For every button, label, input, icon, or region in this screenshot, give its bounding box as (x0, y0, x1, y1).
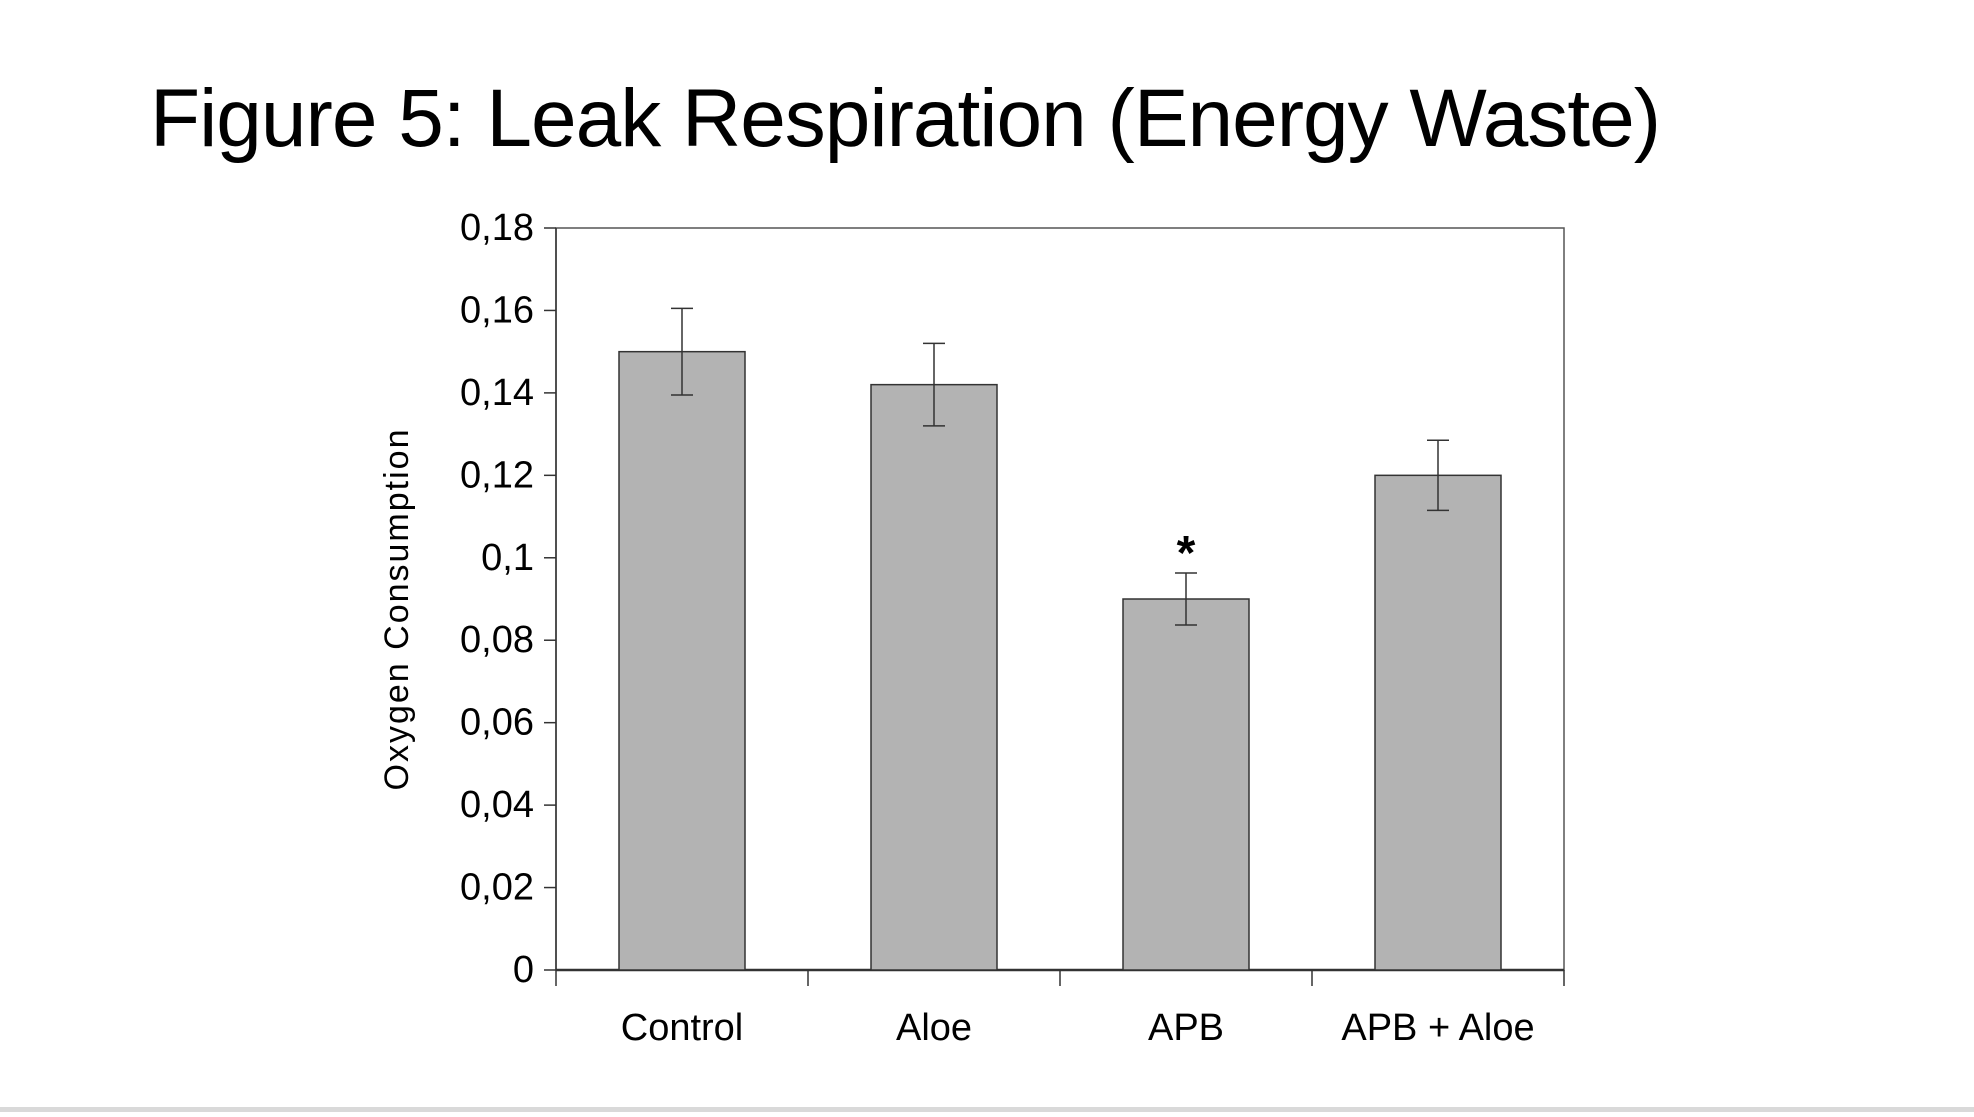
bar-control (618, 350, 746, 971)
y-tick-label: 0,16 (460, 289, 534, 331)
y-tick-label: 0 (513, 949, 534, 991)
y-tick-label: 0,12 (460, 454, 534, 496)
bar-apb (1122, 598, 1250, 971)
y-tick-label: 0,18 (460, 207, 534, 249)
bar-apb-aloe (1374, 474, 1502, 971)
y-tick-label: 0,14 (460, 372, 534, 414)
x-tick-label: APB + Aloe (1341, 1007, 1534, 1049)
y-tick-label: 0,04 (460, 784, 534, 826)
y-tick-label: 0,08 (460, 619, 534, 661)
bar-aloe (870, 383, 998, 971)
x-tick-label: Aloe (896, 1007, 972, 1049)
y-tick-label: 0,1 (481, 537, 534, 579)
x-tick-label: APB (1148, 1007, 1224, 1049)
y-axis-label: Oxygen Consumption (378, 428, 416, 791)
bottom-divider (0, 1107, 1974, 1112)
y-tick-label: 0,02 (460, 867, 534, 909)
y-tick-label: 0,06 (460, 702, 534, 744)
x-tick-label: Control (621, 1007, 744, 1049)
slide-title: Figure 5: Leak Respiration (Energy Waste… (150, 73, 1661, 164)
significance-asterisk: * (1177, 527, 1196, 580)
